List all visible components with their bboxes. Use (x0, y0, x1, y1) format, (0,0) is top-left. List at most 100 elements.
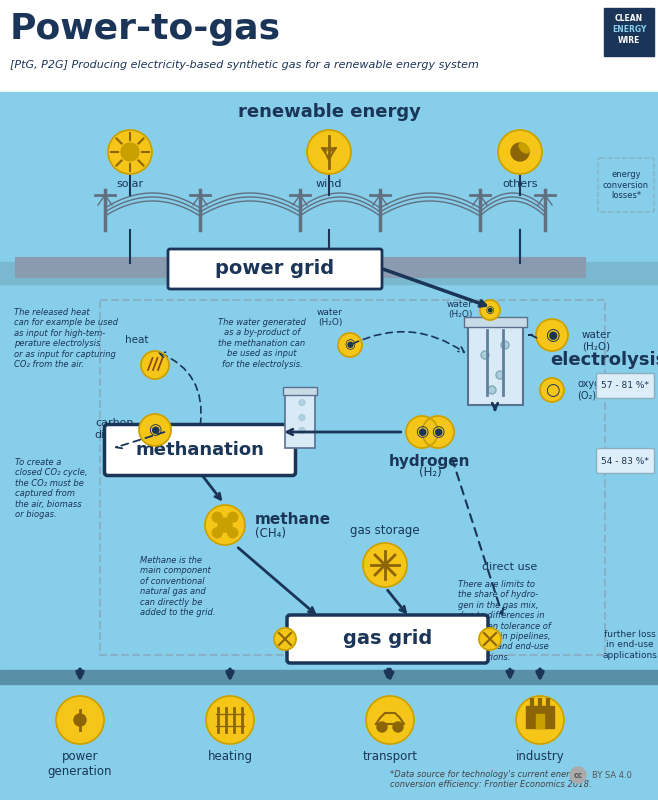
Text: heating: heating (207, 750, 253, 763)
Bar (463, 317, 526, 327)
Bar (0, 670, 658, 684)
Text: direct use: direct use (482, 562, 538, 572)
Circle shape (139, 414, 171, 446)
Text: heat: heat (125, 335, 149, 345)
Text: others: others (502, 179, 538, 189)
FancyBboxPatch shape (168, 249, 382, 289)
Text: To create a
closed CO₂ cycle,
the CO₂ must be
captured from
the air, biomass
or : To create a closed CO₂ cycle, the CO₂ mu… (15, 458, 88, 519)
Circle shape (56, 696, 104, 744)
Bar (283, 386, 317, 394)
Circle shape (501, 341, 509, 349)
Text: methane: methane (255, 513, 331, 527)
Text: energy
conversion
losses*: energy conversion losses* (603, 170, 649, 200)
Circle shape (307, 130, 351, 174)
Circle shape (363, 543, 407, 587)
Text: There are limits to
the share of hydro-
gen in the gas mix,
due to differences i: There are limits to the share of hydro- … (458, 580, 551, 662)
Text: The water generated
as a by-product of
the methanation can
be used as input
for : The water generated as a by-product of t… (218, 318, 306, 369)
Circle shape (108, 130, 152, 174)
Circle shape (205, 505, 245, 545)
Text: industry: industry (516, 750, 565, 763)
Bar (0, 0, 658, 92)
Text: ◉: ◉ (345, 338, 355, 351)
Circle shape (570, 767, 586, 783)
Text: gas storage: gas storage (350, 524, 420, 537)
Text: electrolysis: electrolysis (550, 351, 658, 369)
FancyBboxPatch shape (105, 425, 295, 475)
Circle shape (511, 143, 529, 161)
FancyBboxPatch shape (597, 449, 655, 474)
Text: (CO₂): (CO₂) (101, 440, 129, 450)
Circle shape (516, 696, 564, 744)
Text: *Data source for technology's current energy
conversion efficiency: Frontier Eco: *Data source for technology's current en… (390, 770, 592, 790)
Bar (604, 8, 654, 56)
Bar (467, 325, 522, 405)
Text: ◉: ◉ (432, 425, 445, 439)
Text: power
generation: power generation (48, 750, 113, 778)
Bar (285, 393, 315, 447)
Circle shape (299, 399, 305, 406)
Text: 57 - 81 %*: 57 - 81 %* (601, 382, 649, 390)
Circle shape (496, 371, 504, 379)
Text: ◉: ◉ (486, 305, 494, 315)
Circle shape (213, 512, 222, 522)
Text: cc: cc (573, 770, 582, 779)
Circle shape (488, 386, 496, 394)
Text: water
(H₂O): water (H₂O) (447, 300, 473, 319)
Circle shape (299, 414, 305, 421)
Circle shape (481, 351, 489, 359)
Text: (H₂): (H₂) (418, 466, 442, 479)
Bar (536, 714, 544, 728)
FancyBboxPatch shape (597, 374, 655, 398)
Text: 54 - 83 %*: 54 - 83 %* (601, 457, 649, 466)
Circle shape (536, 319, 568, 351)
Text: solar: solar (116, 179, 143, 189)
Ellipse shape (519, 143, 529, 153)
Text: Methane is the
main component
of conventional
natural gas and
can directly be
ad: Methane is the main component of convent… (140, 556, 216, 617)
Circle shape (422, 416, 454, 448)
Text: methanation: methanation (136, 441, 265, 459)
Text: BY SA 4.0: BY SA 4.0 (592, 770, 632, 779)
Circle shape (274, 628, 296, 650)
Circle shape (393, 722, 403, 732)
Text: transport: transport (363, 750, 417, 763)
Bar (0, 682, 658, 800)
Circle shape (377, 722, 387, 732)
Text: Power-to-gas: Power-to-gas (10, 12, 281, 46)
Text: hydrogen: hydrogen (390, 454, 470, 469)
Text: ◉: ◉ (148, 422, 162, 438)
Text: further loss
in end-use
applications: further loss in end-use applications (603, 630, 657, 660)
Circle shape (206, 696, 254, 744)
Text: ◉: ◉ (545, 326, 559, 344)
Circle shape (299, 427, 305, 434)
Circle shape (480, 300, 500, 320)
Circle shape (213, 528, 222, 538)
Text: CLEAN: CLEAN (615, 14, 643, 23)
Circle shape (540, 378, 564, 402)
Text: oxygen
(O₂): oxygen (O₂) (577, 379, 613, 401)
Circle shape (366, 696, 414, 744)
Text: ○: ○ (545, 381, 559, 399)
Text: ◉: ◉ (415, 425, 428, 439)
Bar (0, 262, 658, 284)
Circle shape (228, 512, 238, 522)
Text: gas grid: gas grid (343, 630, 432, 649)
Text: [PtG, P2G] Producing electricity-based synthetic gas for a renewable energy syst: [PtG, P2G] Producing electricity-based s… (10, 60, 479, 70)
Circle shape (498, 130, 542, 174)
FancyBboxPatch shape (287, 615, 488, 663)
Text: The released heat
can for example be used
as input for high-tem-
perature electr: The released heat can for example be use… (14, 308, 118, 369)
Bar (0, 92, 658, 682)
Text: (CH₄): (CH₄) (255, 527, 286, 541)
Circle shape (141, 351, 169, 379)
Text: renewable energy: renewable energy (238, 103, 420, 121)
Text: power grid: power grid (215, 259, 334, 278)
Text: carbon
dioxide: carbon dioxide (95, 418, 135, 440)
Circle shape (218, 518, 232, 532)
Circle shape (479, 628, 501, 650)
Text: ENERGY: ENERGY (612, 25, 646, 34)
Bar (526, 706, 554, 728)
Circle shape (338, 333, 362, 357)
Circle shape (406, 416, 438, 448)
Circle shape (228, 528, 238, 538)
Text: WIRE: WIRE (618, 36, 640, 45)
Text: wind: wind (316, 179, 342, 189)
